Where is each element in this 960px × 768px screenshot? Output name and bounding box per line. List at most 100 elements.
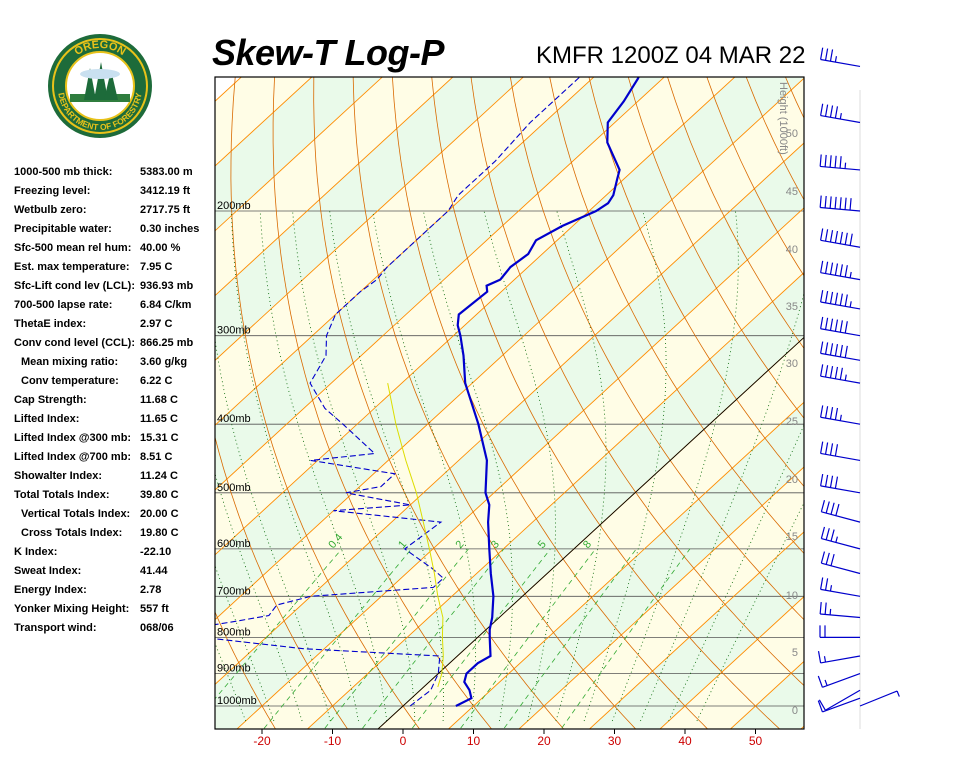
index-label: Lifted Index: (14, 413, 80, 425)
wind-barb-flag (824, 365, 829, 378)
index-label: Precipitable water: (14, 223, 112, 235)
wind-barb-flag (834, 366, 839, 379)
wind-barb-flag (824, 474, 829, 487)
dry-adiabat (431, 77, 781, 729)
wind-barb (820, 551, 861, 575)
wind-barb-halfflag (834, 56, 838, 63)
index-row: Lifted Index: 11.65 C (14, 413, 214, 432)
index-label: Lifted Index @700 mb: (14, 451, 132, 463)
dry-adiabat (667, 77, 804, 350)
index-label: K Index: (14, 546, 58, 558)
wind-barb (818, 689, 861, 711)
wind-barb-flag (844, 265, 848, 278)
dry-adiabat (627, 77, 804, 419)
isotherm-line (215, 77, 804, 621)
wind-barb-flag (829, 196, 832, 209)
isotherm-line (215, 77, 454, 297)
wind-barb-flag (829, 475, 834, 488)
index-row: Sfc-Lift cond lev (LCL): 936.93 mb (14, 280, 214, 299)
wind-barb-flag (824, 261, 829, 274)
index-row: Showalter Index: 11.24 C (14, 470, 214, 489)
dewpoint-profile (215, 77, 581, 707)
index-row: Est. max temperature: 7.95 C (14, 261, 214, 280)
moist-adiabat (423, 210, 513, 722)
index-label: Vertical Totals Index: (21, 508, 131, 520)
moist-adiabat (555, 210, 607, 722)
wind-barb-halfflag (829, 608, 832, 615)
wind-barb (820, 473, 861, 494)
pressure-tick-label: 500mb (217, 482, 251, 494)
dry-adiabat (313, 77, 565, 729)
index-label: Lifted Index @300 mb: (14, 432, 132, 444)
dry-adiabat (230, 77, 421, 729)
x-tick-label: 40 (678, 734, 692, 748)
temperature-band (215, 78, 804, 685)
wind-barb-flag (834, 263, 839, 276)
index-label: Wetbulb zero: (14, 204, 87, 216)
wind-barb-staff (821, 562, 861, 575)
index-label: Sfc-Lift cond lev (LCL): (14, 280, 135, 292)
wind-barb-flag (820, 103, 824, 116)
wind-barb-flag (829, 365, 834, 379)
mixing-ratio-line (263, 548, 412, 729)
index-value: 0.30 inches (140, 223, 200, 235)
x-tick-label: 0 (400, 734, 407, 748)
index-row: 1000-500 mb thick: 5383.00 m (14, 166, 214, 185)
wind-barb-halfflag (829, 585, 833, 592)
wind-barb-flag (820, 405, 824, 418)
pressure-tick-label: 800mb (217, 626, 251, 638)
index-value: 2717.75 ft (140, 204, 191, 216)
mixing-ratio-line (560, 548, 691, 729)
pressure-tick-label: 400mb (217, 413, 251, 425)
x-tick-label: 30 (608, 734, 622, 748)
x-tick-label: 10 (467, 734, 481, 748)
index-value: 11.68 C (140, 394, 178, 406)
moist-adiabat (583, 210, 667, 722)
index-label: Freezing level: (14, 185, 91, 197)
wind-barb (820, 577, 861, 597)
wind-barb-halfflag (849, 271, 852, 278)
dry-adiabat (509, 77, 804, 621)
index-label: ThetaE index: (14, 318, 87, 330)
wind-barb-flag (829, 155, 832, 168)
index-row: Conv temperature: 6.22 C (14, 375, 214, 394)
wind-barb-flag (839, 264, 843, 277)
wind-barb-halfflag (839, 414, 842, 421)
index-row: Precipitable water: 0.30 inches (14, 223, 214, 242)
wind-barb-flag (834, 230, 839, 243)
freezing-isotherm (377, 336, 804, 729)
wind-barb (819, 602, 861, 619)
dry-adiabat (392, 77, 709, 729)
wind-barb (820, 405, 861, 425)
dry-adiabat (215, 435, 349, 729)
index-value: 39.80 C (140, 489, 179, 501)
wind-barb (819, 195, 861, 212)
wind-barb-flag (834, 155, 837, 168)
wind-barb-flag (834, 444, 839, 457)
mixing-ratio-line (411, 548, 551, 729)
wind-barb (820, 47, 861, 68)
wind-barb-flag (834, 196, 837, 209)
wind-barb-flag (820, 364, 824, 377)
wind-barb-halfflag (835, 536, 838, 543)
wind-barb-flag (844, 321, 848, 334)
dry-adiabat (95, 0, 207, 735)
index-value: 557 ft (140, 603, 169, 615)
wind-barb (820, 103, 861, 124)
index-value: 40.00 % (140, 242, 181, 254)
wind-barb-flag (817, 700, 823, 713)
mixing-ratio-line (323, 548, 469, 729)
wind-barb-flag (844, 197, 847, 210)
wind-barb-flag (820, 47, 824, 60)
wind-barb-flag (835, 503, 840, 516)
index-row: Mean mixing ratio: 3.60 g/kg (14, 356, 214, 375)
wind-barb-flag (839, 156, 842, 169)
wind-barb-staff (825, 689, 861, 711)
index-row: Vertical Totals Index: 20.00 C (14, 508, 214, 527)
wind-barb-flag (839, 231, 843, 244)
wind-barb-flag (829, 49, 834, 62)
moist-adiabat (292, 210, 416, 722)
station-time-label: KMFR 1200Z 04 MAR 22 (536, 42, 806, 69)
index-label: Conv temperature: (21, 375, 119, 387)
wind-barb-staff (822, 673, 861, 688)
